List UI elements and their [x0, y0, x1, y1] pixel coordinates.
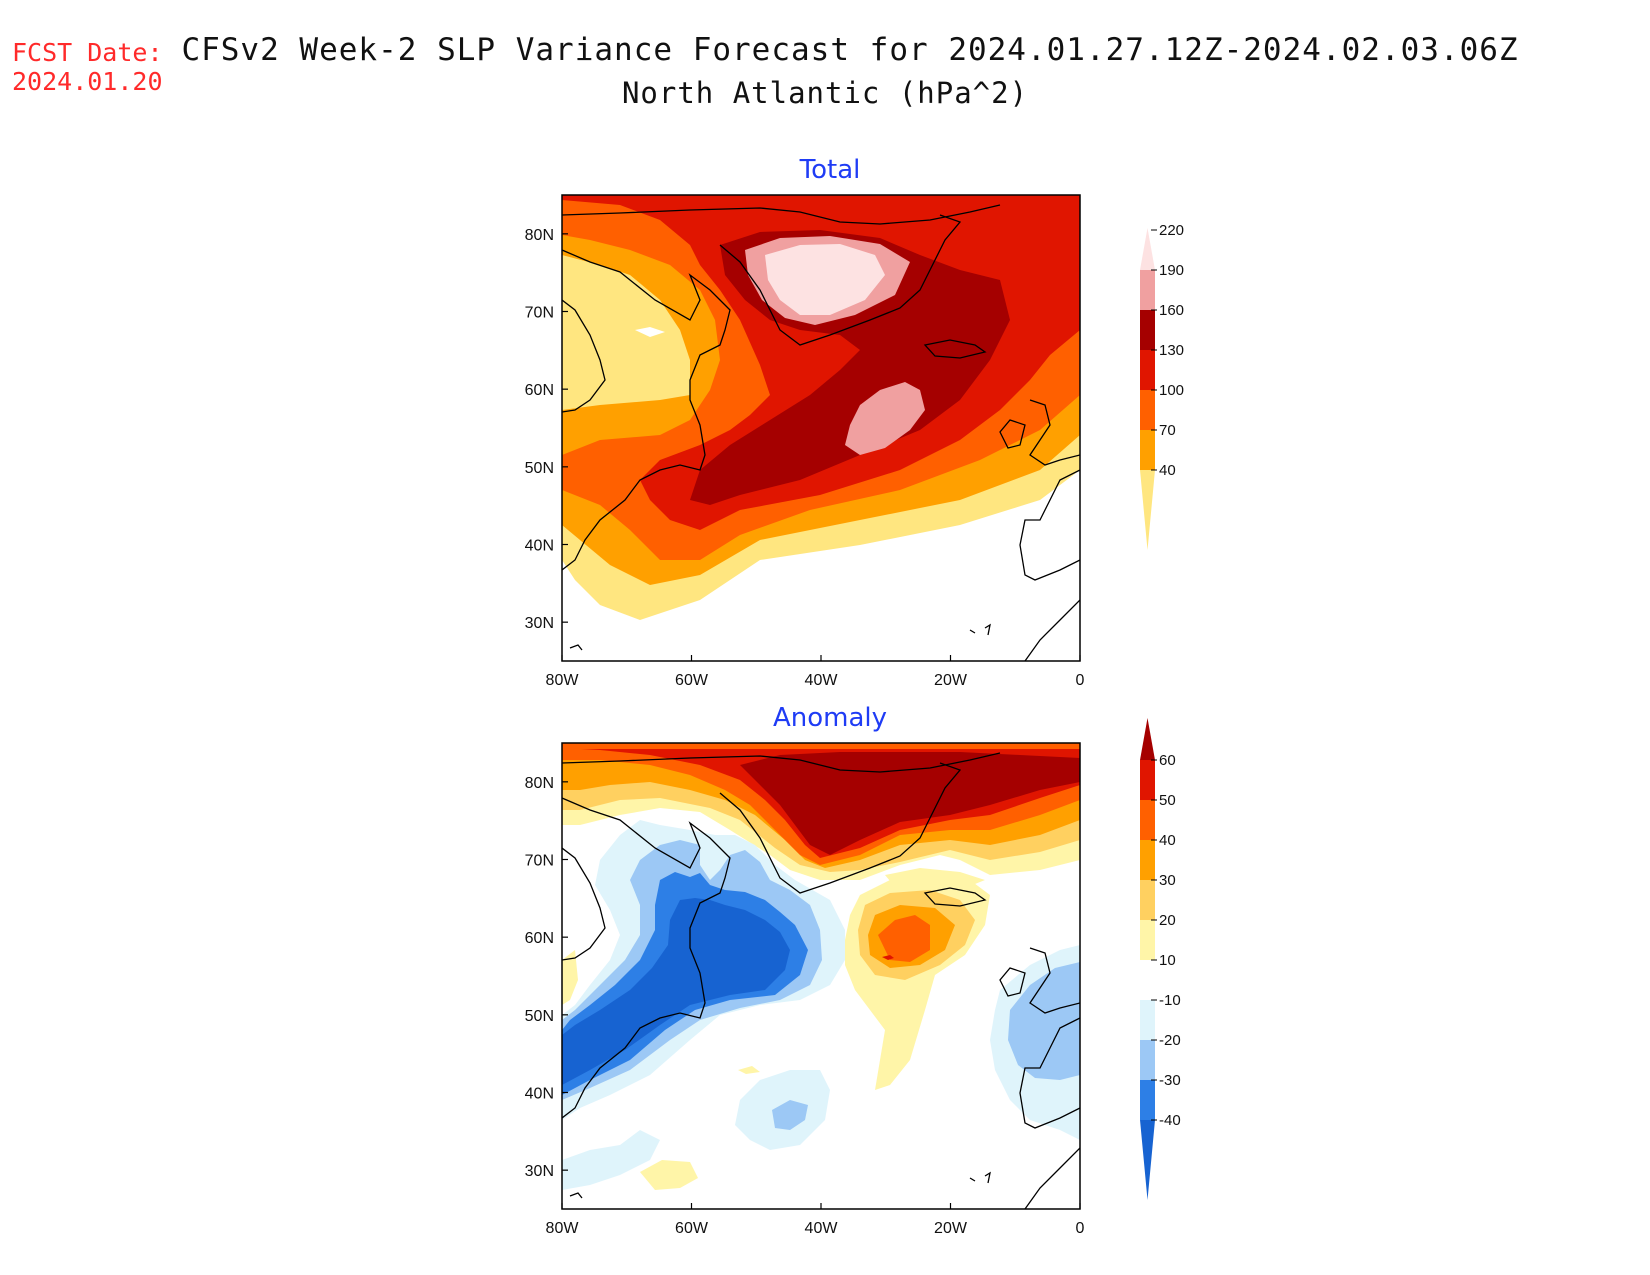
total-coastlines	[562, 204, 1080, 661]
colorbar-triangle-low	[1140, 470, 1155, 550]
y-tick-label: 70N	[525, 305, 554, 322]
y-tick-label: 50N	[525, 1008, 554, 1025]
anomaly-colorbar: -40 -30 -20 -10 10 20 30 40 50 60	[1140, 718, 1181, 1200]
colorbar-swatch	[1140, 390, 1155, 430]
total-y-axis: 30N 40N 50N 60N 70N 80N	[525, 227, 568, 632]
colorbar-triangle-low	[1140, 1120, 1155, 1200]
colorbar-triangle-high	[1140, 228, 1155, 270]
x-tick-label: 40W	[805, 672, 839, 689]
colorbar-label: -30	[1159, 1072, 1181, 1089]
y-tick-label: 40N	[525, 538, 554, 555]
colorbar-label: 160	[1159, 302, 1184, 319]
colorbar-triangle-high	[1140, 718, 1155, 760]
colorbar-label: 30	[1159, 872, 1176, 889]
y-tick-label: 30N	[525, 615, 554, 632]
colorbar-label: 220	[1159, 222, 1184, 239]
colorbar-swatch	[1140, 350, 1155, 390]
colorbar-swatch	[1140, 760, 1155, 800]
x-tick-label: 20W	[934, 1220, 968, 1237]
colorbar-label: 40	[1159, 832, 1176, 849]
y-tick-label: 30N	[525, 1163, 554, 1180]
colorbar-label: 10	[1159, 952, 1176, 969]
colorbar-label: 70	[1159, 422, 1176, 439]
fcst-date-block: FCST Date: 2024.01.20	[12, 38, 163, 96]
panel-title-anomaly: Anomaly	[773, 703, 887, 733]
anomaly-field	[562, 743, 1080, 1209]
x-tick-label: 60W	[675, 672, 709, 689]
x-tick-label: 20W	[934, 672, 968, 689]
colorbar-label: 130	[1159, 342, 1184, 359]
colorbar-label: 190	[1159, 262, 1184, 279]
x-tick-label: 0	[1076, 672, 1085, 689]
panel-title-total: Total	[799, 155, 861, 185]
y-tick-label: 60N	[525, 382, 554, 399]
colorbar-swatch	[1140, 270, 1155, 310]
main-title: CFSv2 Week-2 SLP Variance Forecast for 2…	[181, 32, 1519, 68]
total-x-axis: 80W 60W 40W 20W 0	[546, 655, 1085, 689]
colorbar-swatch	[1140, 920, 1155, 960]
colorbar-label: -10	[1159, 992, 1181, 1009]
colorbar-swatch	[1140, 880, 1155, 920]
y-tick-label: 40N	[525, 1086, 554, 1103]
colorbar-swatch	[1140, 1000, 1155, 1040]
colorbar-label: -20	[1159, 1032, 1181, 1049]
colorbar-swatch	[1140, 840, 1155, 880]
colorbar-label: 100	[1159, 382, 1184, 399]
colorbar-swatch	[1140, 430, 1155, 470]
x-tick-label: 80W	[546, 1220, 580, 1237]
colorbar-swatch	[1140, 310, 1155, 350]
x-tick-label: 80W	[546, 672, 580, 689]
colorbar-swatch	[1140, 1040, 1155, 1080]
y-tick-label: 70N	[525, 853, 554, 870]
colorbar-label: 60	[1159, 752, 1176, 769]
y-tick-label: 50N	[525, 460, 554, 477]
total-colorbar: 40 70 100 130 160 190 220	[1140, 222, 1184, 550]
colorbar-label: 40	[1159, 462, 1176, 479]
anomaly-x-axis: 80W 60W 40W 20W 0	[546, 1203, 1085, 1237]
x-tick-label: 60W	[675, 1220, 709, 1237]
colorbar-swatch	[1140, 1080, 1155, 1120]
colorbar-label: -40	[1159, 1112, 1181, 1129]
total-variance-field	[562, 195, 1080, 661]
fcst-date-value: 2024.01.20	[12, 67, 163, 96]
y-tick-label: 60N	[525, 930, 554, 947]
y-tick-label: 80N	[525, 227, 554, 244]
colorbar-swatch	[1140, 960, 1155, 1000]
colorbar-label: 20	[1159, 912, 1176, 929]
sub-title: North Atlantic (hPa^2)	[621, 76, 1029, 110]
x-tick-label: 0	[1076, 1220, 1085, 1237]
x-tick-label: 40W	[805, 1220, 839, 1237]
colorbar-swatch	[1140, 800, 1155, 840]
anomaly-y-axis: 30N 40N 50N 60N 70N 80N	[525, 775, 568, 1180]
y-tick-label: 80N	[525, 775, 554, 792]
colorbar-label: 50	[1159, 792, 1176, 809]
fcst-date-label: FCST Date:	[12, 38, 163, 67]
anomaly-coastlines	[562, 752, 1080, 1209]
